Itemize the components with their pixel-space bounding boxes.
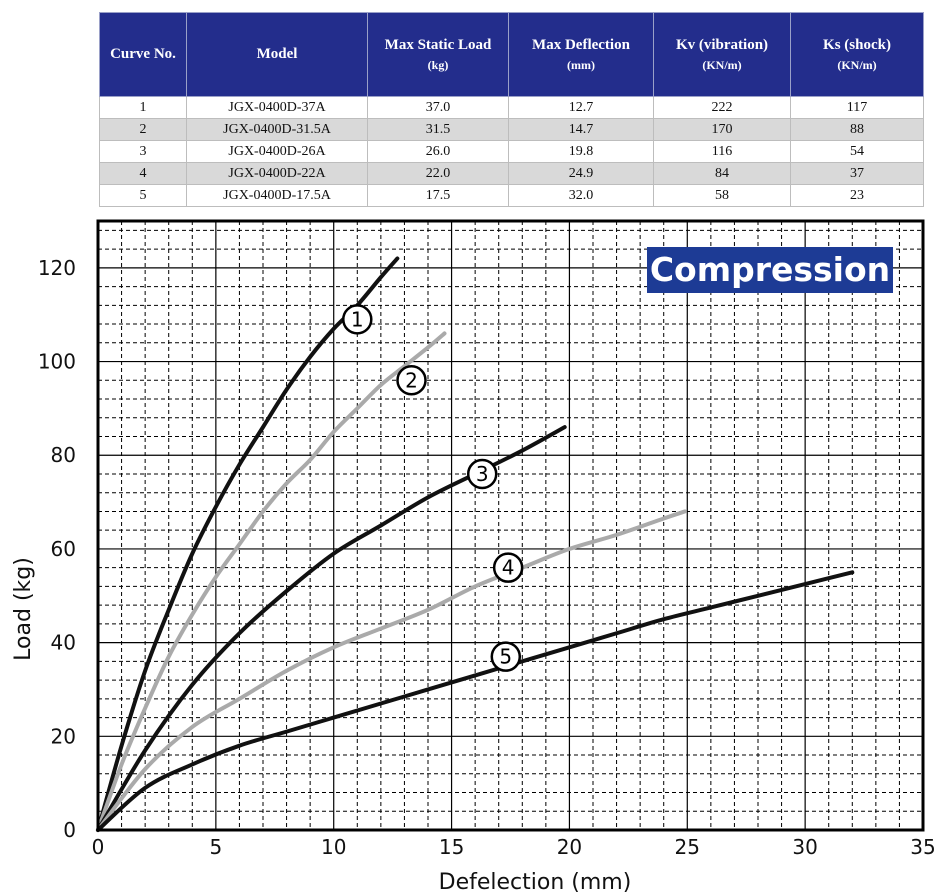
table-header-row: Curve No. Model Max Static Load (kg) Max … bbox=[99, 12, 924, 97]
x-tick-label: 25 bbox=[675, 835, 700, 859]
table-row: 5 JGX-0400D-17.5A 17.5 32.0 58 23 bbox=[99, 184, 924, 207]
y-tick-label: 60 bbox=[51, 537, 76, 561]
col-header-deflection: Max Deflection (mm) bbox=[508, 12, 654, 97]
cell: 54 bbox=[790, 140, 924, 163]
y-tick-label: 40 bbox=[51, 631, 76, 655]
y-tick-label: 0 bbox=[63, 818, 76, 842]
cell: 31.5 bbox=[367, 118, 509, 141]
curve-label-5: 5 bbox=[499, 645, 512, 669]
x-tick-label: 10 bbox=[321, 835, 346, 859]
col-unit: (KN/m) bbox=[702, 57, 742, 72]
cell: JGX-0400D-37A bbox=[186, 96, 368, 119]
cell: JGX-0400D-17.5A bbox=[186, 184, 368, 207]
cell: 37.0 bbox=[367, 96, 509, 119]
x-tick-label: 30 bbox=[792, 835, 817, 859]
table-row: 2 JGX-0400D-31.5A 31.5 14.7 170 88 bbox=[99, 118, 924, 141]
series-line-4 bbox=[96, 509, 687, 832]
x-tick-label: 5 bbox=[209, 835, 222, 859]
cell: 58 bbox=[653, 184, 791, 207]
table-row: 3 JGX-0400D-26A 26.0 19.8 116 54 bbox=[99, 140, 924, 163]
cell: 23 bbox=[790, 184, 924, 207]
cell: 17.5 bbox=[367, 184, 509, 207]
cell: 14.7 bbox=[508, 118, 654, 141]
series-line-2 bbox=[96, 331, 447, 832]
cell: JGX-0400D-26A bbox=[186, 140, 368, 163]
col-unit: (kg) bbox=[427, 57, 449, 72]
curve-label-4: 4 bbox=[502, 556, 515, 580]
grid bbox=[97, 221, 924, 831]
curve-label-circle bbox=[466, 458, 498, 490]
y-tick-label: 120 bbox=[38, 256, 76, 280]
curve-label-2: 2 bbox=[405, 368, 418, 392]
chart-title-box bbox=[647, 247, 893, 293]
col-header-load: Max Static Load (kg) bbox=[367, 12, 509, 97]
col-unit: (KN/m) bbox=[837, 57, 877, 72]
x-axis-label: Defelection (mm) bbox=[439, 870, 632, 895]
y-tick-label: 100 bbox=[38, 350, 76, 374]
curve-label-circle bbox=[342, 304, 373, 335]
cell: 24.9 bbox=[508, 162, 654, 185]
curve-label-circle bbox=[490, 641, 522, 672]
curve-label-circle bbox=[492, 552, 524, 583]
col-header-curve: Curve No. bbox=[99, 12, 187, 97]
chart-title: Compression bbox=[650, 250, 890, 289]
plot-frame bbox=[96, 219, 925, 832]
x-tick-label: 0 bbox=[92, 835, 105, 859]
col-title: Model bbox=[256, 45, 298, 62]
cell: 37 bbox=[790, 162, 924, 185]
cell: JGX-0400D-22A bbox=[186, 162, 368, 185]
y-tick-label: 80 bbox=[51, 443, 76, 467]
table-row: 1 JGX-0400D-37A 37.0 12.7 222 117 bbox=[99, 96, 924, 119]
cell: 1 bbox=[99, 96, 187, 119]
y-tick-label: 20 bbox=[51, 724, 76, 748]
cell: 19.8 bbox=[508, 140, 654, 163]
load-deflection-chart: 1 2 3 4 5 0 5 10 15 20 25 30 35 0 20 40 60 80 100 120 Comp… bbox=[11, 219, 936, 895]
table-row: 4 JGX-0400D-22A 22.0 24.9 84 37 bbox=[99, 162, 924, 185]
cell: JGX-0400D-31.5A bbox=[186, 118, 368, 141]
cell: 22.0 bbox=[367, 162, 509, 185]
col-header-ks: Ks (shock) (KN/m) bbox=[790, 12, 924, 97]
col-header-kv: Kv (vibration) (KN/m) bbox=[653, 12, 791, 97]
y-axis-label: Load (kg) bbox=[11, 557, 36, 661]
x-tick-label: 20 bbox=[557, 835, 582, 859]
cell: 4 bbox=[99, 162, 187, 185]
col-title: Max Static Load bbox=[384, 36, 492, 53]
col-title: Curve No. bbox=[110, 45, 176, 62]
cell: 3 bbox=[99, 140, 187, 163]
spec-table: Curve No. Model Max Static Load (kg) Max … bbox=[99, 12, 924, 207]
cell: 12.7 bbox=[508, 96, 654, 119]
curve-label-3: 3 bbox=[476, 462, 489, 486]
cell: 117 bbox=[790, 96, 924, 119]
series-line-3 bbox=[96, 425, 567, 832]
cell: 88 bbox=[790, 118, 924, 141]
cell: 84 bbox=[653, 162, 791, 185]
cell: 222 bbox=[653, 96, 791, 119]
series-line-5 bbox=[96, 570, 855, 832]
col-title: Kv (vibration) bbox=[675, 36, 769, 53]
cell: 2 bbox=[99, 118, 187, 141]
cell: 5 bbox=[99, 184, 187, 207]
curve-label-circle bbox=[396, 365, 427, 396]
curve-labels: 1 2 3 4 5 bbox=[342, 304, 524, 672]
col-header-model: Model bbox=[186, 12, 368, 97]
x-tick-label: 35 bbox=[910, 835, 935, 859]
col-title: Ks (shock) bbox=[823, 36, 891, 53]
cell: 116 bbox=[653, 140, 791, 163]
x-tick-label: 15 bbox=[439, 835, 464, 859]
cell: 170 bbox=[653, 118, 791, 141]
curve-label-1: 1 bbox=[351, 307, 364, 331]
col-unit: (mm) bbox=[567, 57, 595, 72]
cell: 32.0 bbox=[508, 184, 654, 207]
cell: 26.0 bbox=[367, 140, 509, 163]
col-title: Max Deflection bbox=[532, 36, 630, 53]
